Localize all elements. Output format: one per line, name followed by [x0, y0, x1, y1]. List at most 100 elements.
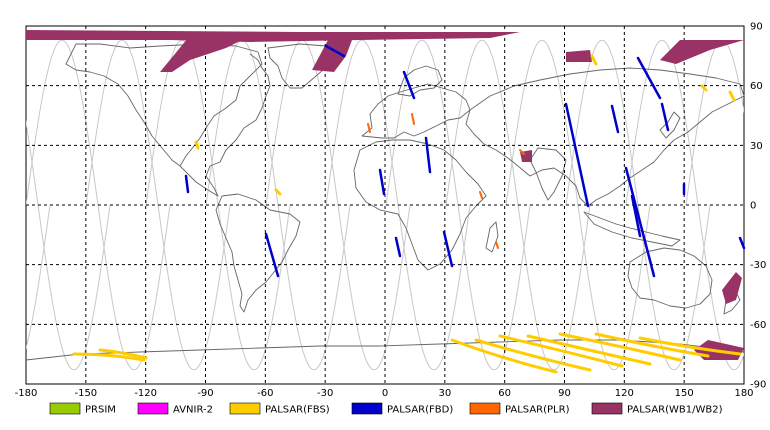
swaths-palsar-plr: [367, 113, 525, 249]
plot-frame: [25, 25, 745, 385]
lat-tick-label: -30: [750, 260, 766, 271]
latitude-tick-labels: 90 60 30 0 -30 -60 -90: [750, 22, 766, 391]
swath-fbs-ant-5: [558, 332, 682, 362]
legend-item: AVNIR-2: [137, 402, 213, 416]
swath-fbd-china: [610, 104, 620, 134]
swaths-palsar-fbd: [184, 44, 746, 278]
swath-palsar-wb-canada: [160, 38, 246, 72]
legend-item: PRSIM: [49, 402, 116, 416]
lon-tick-label: 30: [438, 388, 451, 399]
swath-plr-mozambique: [495, 241, 499, 249]
lat-tick-label: -60: [750, 320, 766, 331]
japan-outline: [659, 111, 681, 139]
legend-label: AVNIR-2: [173, 405, 213, 416]
swath-palsar-wb-greenland: [312, 40, 352, 72]
lat-tick-label: 60: [750, 81, 763, 92]
swath-palsar-wb-arctic-band: [26, 30, 520, 42]
legend-swatch: [351, 402, 383, 415]
north-america-outline: [65, 43, 271, 197]
swath-fbs-colombia: [274, 188, 282, 196]
swath-fbd-mideast: [424, 136, 432, 174]
legend-label: PALSAR(FBD): [387, 405, 453, 416]
swath-fbs-ant-6: [594, 332, 710, 358]
longitude-tick-labels: -180 -150 -120 -90 -60 -30 0 30 60 90 120 150 180: [15, 388, 754, 399]
swath-palsar-wb-nz: [722, 272, 742, 304]
lon-tick-label: -150: [74, 388, 97, 399]
south-america-outline: [215, 193, 301, 313]
coastlines: [25, 43, 745, 361]
lon-tick-label: -120: [134, 388, 157, 399]
swath-fbs-siberia: [590, 54, 598, 66]
swath-palsar-wb-chukotka: [660, 40, 744, 64]
swath-fbs-japan: [700, 84, 708, 92]
coverage-swaths: [26, 30, 746, 374]
swath-fbs-ant-4: [526, 334, 652, 366]
legend-item: PALSAR(PLR): [469, 402, 570, 416]
legend: PRSIM AVNIR-2 PALSAR(FBS) PALSAR(FBD) PALSAR…: [49, 402, 723, 416]
lon-tick-label: 180: [734, 388, 753, 399]
legend-label: PRSIM: [85, 405, 116, 416]
swath-plr-arabia: [519, 149, 525, 155]
legend-label: PALSAR(PLR): [505, 405, 570, 416]
swath-fbs-ant-3: [498, 334, 624, 368]
lat-tick-label: 90: [750, 22, 763, 33]
legend-item: PALSAR(WB1/WB2): [591, 402, 723, 416]
lon-tick-label: 120: [615, 388, 634, 399]
swath-fbd-east-siberia: [636, 56, 662, 100]
swath-plr-africa: [479, 191, 483, 199]
swath-fbd-greenland: [324, 44, 346, 58]
legend-item: PALSAR(FBD): [351, 402, 453, 416]
orbit-track-13: [685, 39, 744, 206]
legend-swatch: [229, 402, 261, 415]
greenland-outline: [267, 43, 339, 89]
india-outline: [529, 147, 567, 201]
legend-swatch: [49, 402, 81, 415]
swath-fbs-ant-1: [450, 338, 558, 374]
lon-tick-label: -30: [317, 388, 333, 399]
legend-swatch: [137, 402, 169, 415]
swath-fbd-brazil: [264, 232, 280, 278]
swath-fbd-congo: [394, 236, 402, 258]
australia-outline: [627, 247, 713, 309]
swath-fbs-ant-2: [474, 338, 592, 372]
lon-tick-label: -90: [197, 388, 213, 399]
lat-tick-label: -90: [750, 380, 766, 391]
swath-fbd-borneo: [630, 194, 642, 238]
legend-swatch: [591, 402, 623, 415]
legend-swatch: [469, 402, 501, 415]
swath-fbd-pacific: [738, 236, 746, 250]
swath-fbd-se-asia: [624, 166, 656, 278]
swath-fbs-ant-9: [98, 348, 148, 360]
swaths-palsar-fbs: [72, 54, 742, 374]
legend-label: PALSAR(WB1/WB2): [627, 405, 723, 416]
swath-plr-iberia: [367, 123, 371, 133]
legend-item: PALSAR(FBS): [229, 402, 330, 416]
indonesia-outline: [583, 211, 681, 247]
lon-tick-label: 0: [382, 388, 388, 399]
asia-outline: [465, 67, 745, 207]
europe-outline: [361, 83, 471, 139]
lon-tick-label: 90: [558, 388, 571, 399]
lat-tick-label: 0: [750, 201, 756, 212]
africa-outline: [353, 139, 487, 271]
swath-fbd-mexico: [184, 174, 190, 194]
swath-fbs-caribbean: [194, 140, 200, 150]
lon-tick-label: -180: [15, 388, 38, 399]
swath-fbs-ant-7: [638, 336, 742, 356]
lat-tick-label: 30: [750, 141, 763, 152]
lon-tick-label: 150: [675, 388, 694, 399]
lon-tick-label: -60: [257, 388, 273, 399]
swath-fbs-alaska: [728, 90, 736, 102]
swath-fbd-southern-africa: [442, 230, 454, 268]
swath-fbd-japan: [660, 102, 670, 132]
madagascar-outline: [485, 221, 499, 253]
swath-plr-europe: [411, 113, 415, 125]
swath-fbd-norway: [402, 70, 416, 100]
scandinavia-outline: [397, 65, 443, 97]
lon-tick-label: 60: [498, 388, 511, 399]
legend-label: PALSAR(FBS): [265, 405, 330, 416]
swath-fbd-russia: [564, 102, 590, 208]
swath-fbs-ant-8: [72, 352, 146, 362]
